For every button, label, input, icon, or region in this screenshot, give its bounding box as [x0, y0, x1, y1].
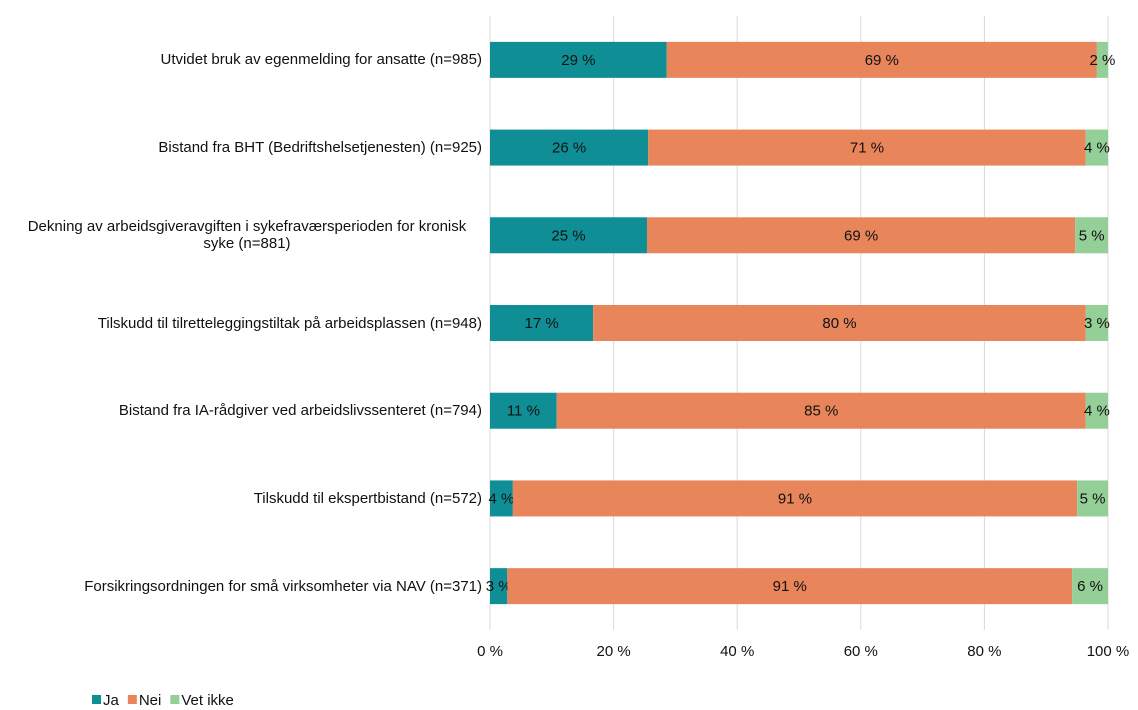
data-label: 80 %	[822, 315, 856, 332]
bar-segment	[512, 480, 1078, 517]
bar-segment	[490, 41, 667, 78]
data-label: 5 %	[1079, 227, 1105, 244]
data-label: 69 %	[865, 52, 899, 69]
bar-segment	[490, 305, 594, 341]
legend-swatch	[127, 695, 137, 704]
data-label: 4 %	[1084, 140, 1110, 157]
x-tick-label: 100 %	[1087, 643, 1130, 660]
bar-segment	[490, 480, 513, 517]
data-label: 6 %	[1077, 578, 1103, 595]
legend-swatch	[92, 695, 101, 704]
category-label: Tilskudd til ekspertbistand (n=572)	[253, 489, 482, 507]
legend-label: Vet ikke	[181, 692, 234, 709]
data-label: 69 %	[844, 227, 878, 244]
bar-segment	[1085, 129, 1108, 166]
category-label: Forsikringsordningen for små virksomhete…	[84, 577, 482, 595]
legend-swatch	[170, 695, 180, 704]
data-label: 91 %	[773, 578, 807, 595]
bar-segment	[1085, 392, 1108, 429]
data-label: 25 %	[551, 227, 585, 244]
data-label: 29 %	[561, 52, 595, 69]
x-tick-label: 60 %	[844, 643, 878, 660]
bar-segment	[490, 392, 557, 429]
legend-label: Nei	[139, 692, 162, 709]
category-label: Bistand fra BHT (Bedriftshelsetjenesten)…	[158, 139, 482, 157]
bar-segment	[593, 305, 1086, 341]
category-label: Bistand fra IA-rådgiver ved arbeidslivss…	[118, 402, 482, 420]
bar-segment	[1077, 480, 1108, 517]
bar-segment	[648, 129, 1086, 166]
x-tick-label: 20 %	[596, 643, 630, 660]
x-tick-label: 40 %	[720, 643, 754, 660]
data-label: 17 %	[525, 315, 559, 332]
bar-segment	[1072, 568, 1108, 605]
data-label: 71 %	[850, 140, 884, 157]
bar-segment	[666, 41, 1097, 78]
bar-segment	[490, 129, 649, 166]
x-tick-label: 80 %	[967, 643, 1001, 660]
data-label: 2 %	[1090, 52, 1116, 69]
data-label: 4 %	[489, 490, 515, 507]
data-label: 3 %	[1084, 315, 1110, 332]
data-label: 85 %	[804, 403, 838, 420]
bar-segment	[556, 392, 1086, 429]
data-label: 11 %	[507, 403, 540, 420]
category-label: Tilskudd til tilretteleggingstiltak på a…	[97, 314, 482, 332]
bar-segment	[1075, 217, 1108, 254]
x-tick-label: 0 %	[477, 643, 503, 660]
bar-segment	[490, 568, 508, 605]
data-label: 91 %	[778, 490, 812, 507]
bar-segment	[1085, 305, 1108, 341]
category-label: Dekning av arbeidsgiveravgiften i sykefr…	[27, 218, 467, 253]
bar-segment	[646, 217, 1076, 254]
bar-segment	[490, 217, 647, 254]
data-label: 26 %	[552, 140, 586, 157]
bar-segment	[1096, 41, 1108, 78]
legend-label: Ja	[103, 692, 120, 709]
bar-segment	[507, 568, 1073, 605]
data-label: 3 %	[486, 578, 512, 595]
data-label: 5 %	[1080, 490, 1106, 507]
category-label: Utvidet bruk av egenmelding for ansatte …	[160, 51, 482, 69]
data-label: 4 %	[1084, 403, 1110, 420]
